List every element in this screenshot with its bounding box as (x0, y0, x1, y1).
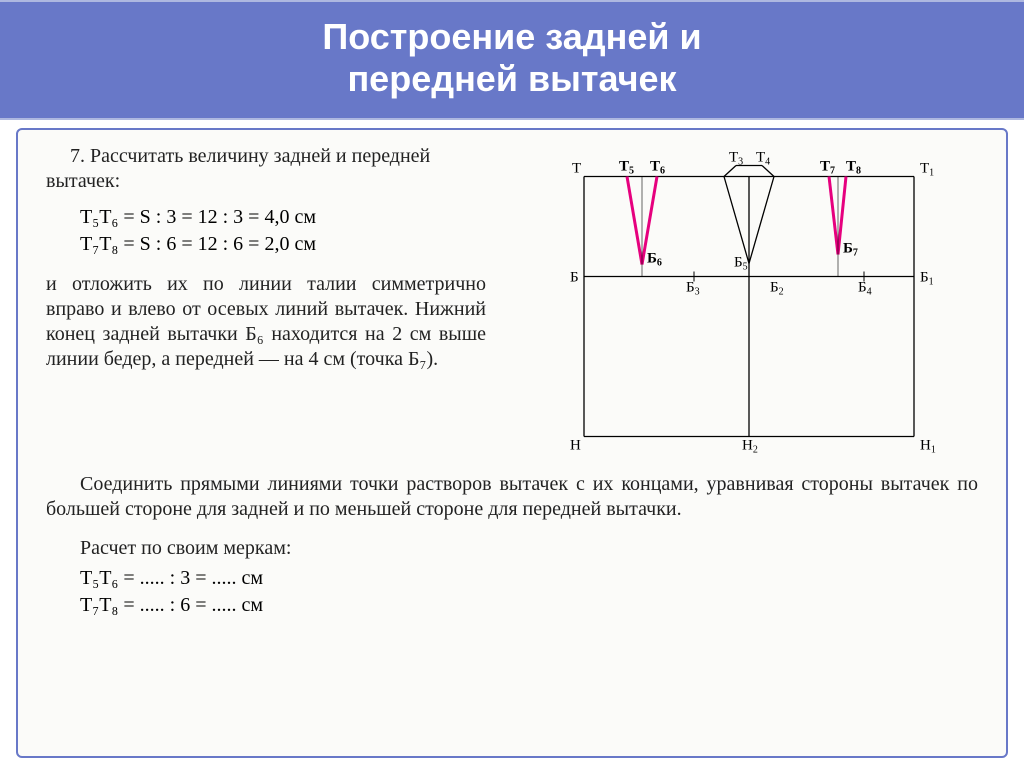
svg-text:Б5: Б5 (734, 255, 748, 273)
pattern-diagram: Т Т5 Т6 Т3 Т4 Т7 Т8 Т1 Б Б6 Б3 Б5 Б2 Б7 … (534, 144, 954, 464)
step-text-column: 7. Рассчитать величину задней и передней… (46, 144, 486, 464)
svg-text:Н: Н (570, 438, 581, 454)
formulas-block: Т₅Т₆ = S : 3 = 12 : 3 = 4,0 см Т₇Т₈ = S … (80, 204, 486, 258)
svg-text:Б: Б (570, 270, 579, 286)
content-frame: 7. Рассчитать величину задней и передней… (16, 128, 1008, 758)
svg-text:Б7: Б7 (843, 241, 858, 259)
slide-title: Построение задней и передней вытачек (0, 0, 1024, 120)
svg-text:Б2: Б2 (770, 280, 784, 298)
paragraph-2: Соединить прямыми линиями точки растворо… (46, 472, 978, 522)
svg-text:Т1: Т1 (920, 161, 934, 179)
svg-text:Т5: Т5 (619, 159, 634, 177)
svg-text:Т8: Т8 (846, 159, 861, 177)
svg-text:Б4: Б4 (858, 280, 872, 298)
svg-text:Н1: Н1 (920, 438, 936, 456)
svg-text:Б3: Б3 (686, 280, 700, 298)
paragraph-1: и отложить их по линии талии симметрично… (46, 272, 486, 372)
labels: Т Т5 Т6 Т3 Т4 Т7 Т8 Т1 Б Б6 Б3 Б5 Б2 Б7 … (570, 150, 936, 456)
svg-text:Н2: Н2 (742, 438, 758, 456)
calc-label: Расчет по своим меркам: (46, 536, 978, 561)
title-line-1: Построение задней и (322, 16, 701, 57)
svg-text:Б6: Б6 (647, 251, 662, 269)
diagram-holder: Т Т5 Т6 Т3 Т4 Т7 Т8 Т1 Б Б6 Б3 Б5 Б2 Б7 … (510, 144, 978, 464)
svg-text:Т6: Т6 (650, 159, 665, 177)
svg-text:Т3: Т3 (729, 150, 743, 168)
lower-text: Соединить прямыми линиями точки растворо… (46, 472, 978, 619)
formula-2: Т₇Т₈ = S : 6 = 12 : 6 = 2,0 см (80, 231, 486, 258)
svg-text:Т7: Т7 (820, 159, 835, 177)
svg-text:Т: Т (572, 161, 581, 177)
formula-1: Т₅Т₆ = S : 3 = 12 : 3 = 4,0 см (80, 204, 486, 231)
svg-text:Б1: Б1 (920, 270, 934, 288)
calc-line-2: Т₇Т₈ = ..... : 6 = ..... см (80, 592, 978, 619)
calc-line-1: Т₅Т₆ = ..... : 3 = ..... см (80, 565, 978, 592)
title-line-2: передней вытачек (347, 58, 676, 99)
step-intro: 7. Рассчитать величину задней и передней… (46, 144, 486, 194)
svg-text:Т4: Т4 (756, 150, 770, 168)
